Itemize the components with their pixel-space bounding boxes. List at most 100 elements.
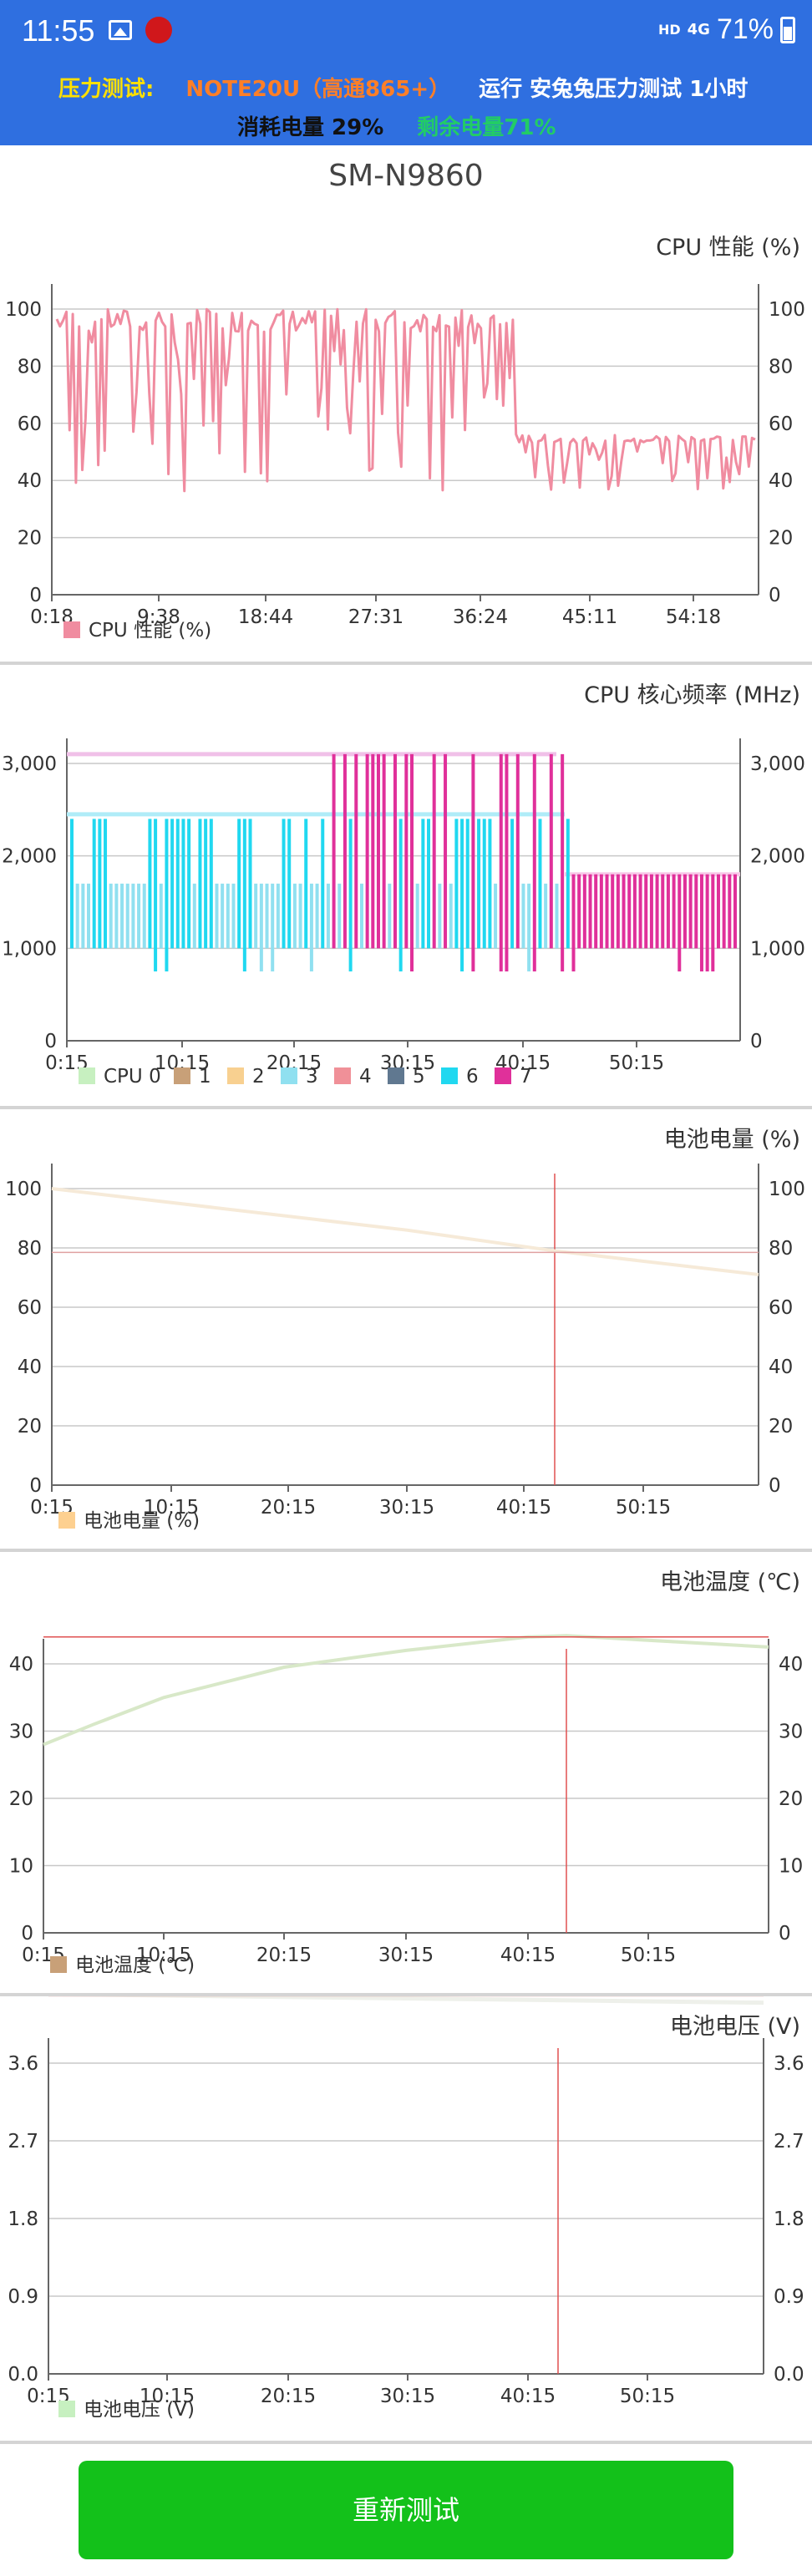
y-tick-label-right: 80 bbox=[769, 356, 793, 378]
y-tick-label-right: 40 bbox=[769, 470, 793, 492]
y-tick-label-left: 20 bbox=[18, 528, 42, 550]
x-tick-label: 36:24 bbox=[453, 606, 508, 628]
battery-level-chart: 电池电量 (%) 0 0 20 20 40 40 60 60 80 80 100 100 0:15 10:… bbox=[0, 1109, 812, 1552]
legend-swatch bbox=[495, 1067, 511, 1084]
legend-swatch bbox=[50, 1956, 67, 1973]
legend-label: 6 bbox=[466, 1066, 479, 1088]
y-tick-label-left: 0 bbox=[44, 1031, 57, 1052]
legend-label: 4 bbox=[359, 1066, 372, 1088]
x-tick-label: 50:15 bbox=[620, 2386, 675, 2407]
y-tick-label-right: 20 bbox=[769, 1416, 793, 1438]
y-tick-label-right: 0 bbox=[769, 585, 781, 606]
y-tick-label-right: 0 bbox=[779, 1923, 791, 1945]
x-tick-label: 54:18 bbox=[666, 606, 721, 628]
y-tick-label-right: 100 bbox=[769, 299, 805, 321]
legend-label: 3 bbox=[306, 1066, 318, 1088]
legend-label: 2 bbox=[252, 1066, 265, 1088]
y-tick-label-left: 40 bbox=[9, 1654, 33, 1676]
y-tick-label-right: 2,000 bbox=[750, 846, 805, 868]
y-tick-label-left: 1.8 bbox=[8, 2208, 38, 2230]
chart-title: CPU 性能 (%) bbox=[656, 235, 800, 261]
y-tick-label-left: 2,000 bbox=[2, 846, 57, 868]
legend-swatch bbox=[58, 2401, 75, 2417]
x-tick-label: 30:15 bbox=[378, 1945, 434, 1966]
legend-label: CPU 性能 (%) bbox=[89, 620, 211, 641]
legend-label: CPU 0 bbox=[104, 1066, 161, 1088]
gallery-icon bbox=[109, 20, 132, 40]
x-tick-label: 27:31 bbox=[348, 606, 403, 628]
legend-swatch bbox=[441, 1067, 458, 1084]
legend-label: 电池电压 (V) bbox=[84, 2399, 195, 2421]
y-tick-label-right: 2.7 bbox=[774, 2131, 804, 2153]
legend-swatch bbox=[281, 1067, 297, 1084]
legend-swatch bbox=[388, 1067, 404, 1084]
y-tick-label-left: 30 bbox=[9, 1722, 33, 1743]
y-tick-label-left: 20 bbox=[9, 1788, 33, 1810]
battery-voltage-series bbox=[59, 1996, 764, 2006]
legend-swatch bbox=[63, 621, 80, 638]
battery-temperature-chart: 电池温度 (℃) 0 0 10 10 20 20 30 30 40 40 0:15 10:15 20:1… bbox=[0, 1552, 812, 1996]
battery-level-series bbox=[51, 1187, 759, 1276]
cpu-performance-series bbox=[55, 307, 756, 493]
y-tick-label-right: 60 bbox=[769, 1297, 793, 1319]
y-tick-label-left: 80 bbox=[18, 356, 42, 378]
y-tick-label-left: 10 bbox=[9, 1856, 33, 1878]
battery-temperature-series bbox=[43, 1634, 769, 1747]
y-tick-label-right: 40 bbox=[779, 1654, 803, 1676]
battery-voltage-plot: 0.0 0.00.9 0.91.8 1.82.7 2.73.6 3.60:15 10:15 2… bbox=[8, 1996, 804, 2421]
y-tick-label-left: 0 bbox=[29, 585, 42, 606]
x-tick-label: 10:15 bbox=[136, 1945, 191, 1966]
app-notification-icon bbox=[145, 17, 172, 43]
chart-title: CPU 核心频率 (MHz) bbox=[584, 682, 800, 708]
x-tick-label: 40:15 bbox=[500, 2386, 556, 2407]
y-tick-label-right: 10 bbox=[779, 1856, 803, 1878]
x-tick-label: 9:38 bbox=[137, 606, 180, 628]
y-tick-label-left: 0.9 bbox=[8, 2286, 38, 2308]
battery-voltage-chart: 电池电压 (V) 0.0 0.0 0.9 0.9 1.8 1.8 2.7 2.7 3.6 3.6 0… bbox=[0, 1996, 812, 2444]
y-tick-label-right: 100 bbox=[769, 1179, 805, 1200]
y-tick-label-left: 2.7 bbox=[8, 2131, 38, 2153]
y-tick-label-right: 3,000 bbox=[750, 753, 805, 775]
cpu-performance-chart: CPU 性能 (%) 0 0 20 20 40 40 60 60 80 80 100 100 0:18 9… bbox=[0, 217, 812, 665]
legend-swatch bbox=[58, 1512, 75, 1529]
consumed-battery-label: 消耗电量 29% bbox=[237, 115, 384, 140]
chart-title: 电池温度 (℃) bbox=[660, 1569, 800, 1595]
legend-swatch bbox=[79, 1067, 95, 1084]
y-tick-label-right: 20 bbox=[769, 528, 793, 550]
x-tick-label: 50:15 bbox=[621, 1945, 676, 1966]
x-tick-label: 18:44 bbox=[238, 606, 293, 628]
x-tick-label: 50:15 bbox=[609, 1052, 664, 1074]
status-bar: 11:55 HD 4G 71% bbox=[0, 0, 812, 63]
battery-percent: 71% bbox=[716, 13, 774, 45]
y-tick-label-left: 100 bbox=[5, 299, 42, 321]
y-tick-label-right: 3.6 bbox=[774, 2053, 804, 2075]
x-tick-label: 10:15 bbox=[144, 1497, 199, 1519]
y-tick-label-right: 30 bbox=[779, 1722, 803, 1743]
y-tick-label-left: 0 bbox=[21, 1923, 33, 1945]
remaining-battery-label: 剩余电量71% bbox=[417, 115, 556, 140]
x-tick-label: 20:15 bbox=[256, 1945, 312, 1966]
test-label: 压力测试: bbox=[58, 77, 155, 102]
network-hd-label: HD bbox=[657, 22, 681, 38]
y-tick-label-left: 3.6 bbox=[8, 2053, 38, 2075]
y-tick-label-right: 1.8 bbox=[774, 2208, 804, 2230]
y-tick-label-left: 100 bbox=[5, 1179, 42, 1200]
retest-button[interactable]: 重新测试 bbox=[79, 2461, 733, 2559]
y-tick-label-right: 20 bbox=[779, 1788, 803, 1810]
x-tick-label: 20:15 bbox=[261, 1497, 316, 1519]
legend-label: 7 bbox=[520, 1066, 532, 1088]
x-tick-label: 30:15 bbox=[380, 2386, 435, 2407]
signal-icon: 4G bbox=[687, 21, 710, 38]
y-tick-label-right: 40 bbox=[769, 1356, 793, 1378]
y-tick-label-right: 1,000 bbox=[750, 938, 805, 960]
y-tick-label-right: 60 bbox=[769, 413, 793, 435]
x-tick-label: 20:15 bbox=[261, 2386, 316, 2407]
status-time: 11:55 bbox=[22, 13, 95, 48]
y-tick-label-left: 80 bbox=[18, 1238, 42, 1260]
chart-title: 电池电压 (V) bbox=[669, 2014, 800, 2040]
y-tick-label-left: 0 bbox=[29, 1475, 42, 1497]
